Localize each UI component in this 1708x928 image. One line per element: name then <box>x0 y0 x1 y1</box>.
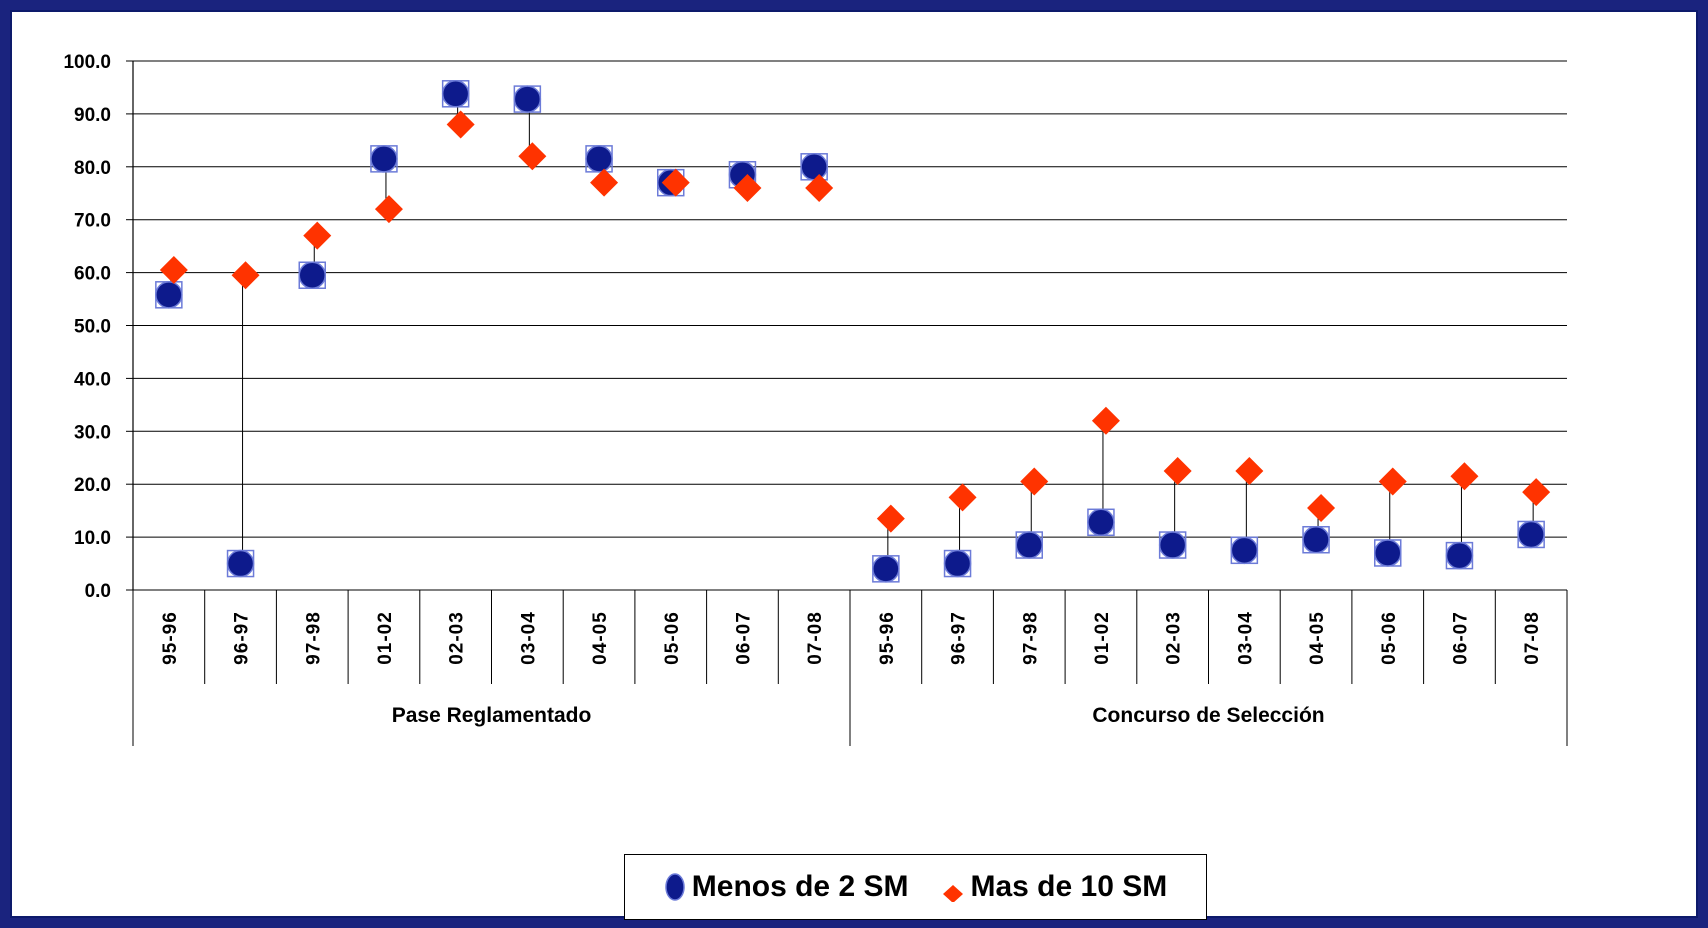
data-point-menos-de-2-sm <box>298 261 326 289</box>
legend-item-series-1: Menos de 2 SM <box>664 870 909 904</box>
gridlines <box>133 60 1567 591</box>
x-category-labels: 95-96 96-97 97-98 01-02 02-03 03-04 04-05 05-06… <box>160 611 1543 665</box>
data-point-mas-de-10-sm <box>1307 494 1336 523</box>
data-point-mas-de-10-sm <box>1020 467 1049 496</box>
data-point-mas-de-10-sm <box>1450 462 1479 491</box>
circle-marker-icon <box>665 873 685 901</box>
y-tick-label: 70.0 <box>74 211 111 232</box>
data-point-menos-de-2-sm <box>872 555 900 583</box>
legend-label-series-1: Menos de 2 SM <box>691 870 909 903</box>
data-point-menos-de-2-sm <box>585 145 613 173</box>
y-tick-label: 50.0 <box>74 317 111 338</box>
x-group-label: Concurso de Selección <box>1092 704 1324 727</box>
x-tick-label: 07-08 <box>805 611 826 665</box>
x-tick-label: 95-96 <box>160 611 181 665</box>
data-point-mas-de-10-sm <box>446 110 475 139</box>
chart-frame: 100.0 90.0 80.0 70.0 60.0 50.0 40.0 30.0 20.0 10.… <box>10 10 1698 920</box>
data-point-mas-de-10-sm <box>733 173 762 202</box>
y-tick-label: 100.0 <box>63 52 111 73</box>
y-tick-label: 80.0 <box>74 158 111 179</box>
x-tick-label: 02-03 <box>1164 611 1185 665</box>
diamond-marker-icon <box>943 885 964 902</box>
data-point-menos-de-2-sm <box>155 281 183 309</box>
series-mas-de-10-sm <box>159 110 1551 533</box>
x-tick-label: 06-07 <box>733 611 754 665</box>
x-tick-label: 02-03 <box>447 611 468 665</box>
y-tick-label: 40.0 <box>74 369 111 390</box>
data-point-mas-de-10-sm <box>661 168 690 197</box>
x-tick-label: 06-07 <box>1450 611 1471 665</box>
x-tick-label: 95-96 <box>877 611 898 665</box>
data-point-mas-de-10-sm <box>374 195 403 224</box>
legend-label-series-2: Mas de 10 SM <box>970 870 1168 903</box>
x-tick-label: 01-02 <box>1092 611 1113 665</box>
axes <box>126 60 1568 746</box>
data-point-mas-de-10-sm <box>1235 456 1264 485</box>
legend: Menos de 2 SM Mas de 10 SM <box>624 854 1207 920</box>
y-tick-label: 90.0 <box>74 105 111 126</box>
y-tick-label: 30.0 <box>74 422 111 443</box>
series-menos-de-2-sm <box>155 80 1545 583</box>
x-tick-label: 03-04 <box>1235 611 1256 665</box>
data-point-mas-de-10-sm <box>876 504 905 533</box>
data-point-mas-de-10-sm <box>805 173 834 202</box>
y-tick-label: 0.0 <box>85 581 111 602</box>
data-point-menos-de-2-sm <box>1230 536 1259 565</box>
scatter-chart: 100.0 90.0 80.0 70.0 60.0 50.0 40.0 30.0 20.0 10.… <box>63 52 1568 746</box>
data-point-mas-de-10-sm <box>948 483 977 512</box>
data-point-menos-de-2-sm <box>441 80 470 108</box>
data-point-mas-de-10-sm <box>1163 456 1192 485</box>
data-point-mas-de-10-sm <box>159 255 188 284</box>
data-point-mas-de-10-sm <box>1378 467 1407 496</box>
y-tick-label: 60.0 <box>74 264 111 285</box>
x-tick-label: 96-97 <box>232 611 253 665</box>
data-point-menos-de-2-sm <box>800 153 828 181</box>
data-point-menos-de-2-sm <box>1374 539 1402 567</box>
data-point-mas-de-10-sm <box>303 221 332 250</box>
data-point-mas-de-10-sm <box>590 168 619 197</box>
y-tick-labels: 100.0 90.0 80.0 70.0 60.0 50.0 40.0 30.0 20.0 10.… <box>63 52 111 602</box>
data-point-mas-de-10-sm <box>1091 406 1120 435</box>
x-tick-label: 04-05 <box>590 611 611 665</box>
x-tick-label: 01-02 <box>375 611 396 665</box>
data-point-mas-de-10-sm <box>231 261 260 290</box>
data-point-menos-de-2-sm <box>1087 508 1115 537</box>
data-point-menos-de-2-sm <box>1517 520 1545 549</box>
x-tick-label: 04-05 <box>1307 611 1328 665</box>
data-point-menos-de-2-sm <box>513 85 542 113</box>
data-point-mas-de-10-sm <box>1522 478 1551 507</box>
x-tick-label: 07-08 <box>1522 611 1543 665</box>
y-tick-label: 20.0 <box>74 475 111 496</box>
x-tick-label: 05-06 <box>1379 611 1400 665</box>
data-point-menos-de-2-sm <box>1158 531 1187 559</box>
x-tick-label: 97-98 <box>303 611 324 665</box>
data-point-mas-de-10-sm <box>518 142 547 171</box>
x-tick-label: 97-98 <box>1020 611 1041 665</box>
x-group-label: Pase Reglamentado <box>392 704 592 727</box>
data-point-menos-de-2-sm <box>1302 525 1330 554</box>
data-point-menos-de-2-sm <box>1445 541 1474 570</box>
x-tick-label: 96-97 <box>949 611 970 665</box>
data-point-menos-de-2-sm <box>370 145 398 173</box>
data-point-menos-de-2-sm <box>1015 531 1043 559</box>
x-tick-label: 03-04 <box>518 611 539 665</box>
y-tick-label: 10.0 <box>74 528 111 549</box>
x-tick-label: 05-06 <box>662 611 683 665</box>
legend-item-series-2: Mas de 10 SM <box>942 870 1167 904</box>
data-point-menos-de-2-sm <box>943 549 972 578</box>
data-point-menos-de-2-sm <box>226 549 255 578</box>
x-group-labels: Pase Reglamentado Concurso de Selección <box>392 704 1325 727</box>
